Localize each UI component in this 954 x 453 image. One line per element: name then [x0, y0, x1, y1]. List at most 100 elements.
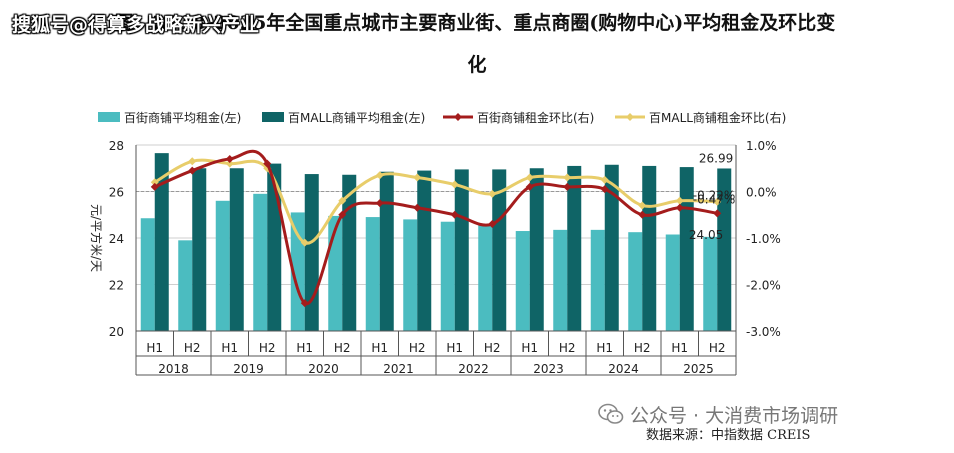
half-tick-label: H1 [221, 341, 238, 355]
half-tick-label: H2 [409, 341, 426, 355]
street-rent-bar [140, 218, 155, 331]
left-tick-label: 28 [109, 139, 124, 153]
street-qoq-point [375, 199, 384, 208]
mall-qoq-point [413, 173, 422, 182]
street-rent-bar [665, 234, 680, 331]
mall-qoq-point [300, 238, 309, 247]
year-tick-label: 2024 [608, 362, 639, 376]
half-tick-label: H2 [334, 341, 351, 355]
chart-annotations: 26.99 -0.22%-0.47% 24.05 [689, 151, 735, 241]
right-tick-label: -2.0% [746, 279, 781, 293]
legend-swatch [262, 112, 284, 122]
half-tick-label: H1 [296, 341, 313, 355]
mall-qoq-point [525, 173, 534, 182]
mall-qoq-point [638, 201, 647, 210]
sohu-watermark: 搜狐号@得算多战略新兴产业 [12, 14, 260, 36]
legend-label: 百街商铺平均租金(左) [124, 110, 241, 125]
street-rent-bar [290, 212, 305, 331]
half-tick-label: H2 [709, 341, 726, 355]
right-tick-label: -3.0% [746, 325, 781, 339]
street-rent-bar [178, 240, 193, 331]
left-tick-label: 26 [109, 186, 124, 200]
mall-rent-bar [679, 167, 694, 331]
street-qoq-point [675, 203, 684, 212]
street-rent-bar [703, 236, 718, 331]
legend-swatch [98, 112, 120, 122]
legend-label: 百MALL商铺平均租金(左) [288, 110, 425, 125]
half-tick-label: H2 [484, 341, 501, 355]
half-tick-label: H2 [634, 341, 651, 355]
mall-qoq-point [488, 189, 497, 198]
street-qoq-point [450, 210, 459, 219]
street-rent-end-label: 24.05 [689, 228, 723, 242]
half-tick-label: H1 [371, 341, 388, 355]
mall-qoq-point [188, 157, 197, 166]
mall-rent-bar [642, 165, 657, 331]
street-qoq-point [638, 210, 647, 219]
mall-qoq-point [150, 178, 159, 187]
street-rent-bar [515, 231, 530, 331]
right-tick-label: 0.0% [746, 186, 777, 200]
mall-qoq-line [153, 158, 718, 245]
half-tick-label: H2 [184, 341, 201, 355]
mall-rent-bar [417, 170, 432, 331]
mall-rent-bar [304, 174, 319, 331]
street-rent-bar [628, 232, 643, 331]
legend-label: 百街商铺租金环比(右) [477, 110, 594, 125]
mall-rent-bar [154, 153, 169, 331]
mall-rent-bar [529, 168, 544, 331]
chart-title-line-1: 图：2018-2025年全国重点城市主要商业街、重点商圈(购物中心)平均租金及环… [114, 12, 836, 34]
legend-label: 百MALL商铺租金环比(右) [649, 110, 786, 125]
street-qoq-point [563, 182, 572, 191]
year-tick-label: 2021 [383, 362, 414, 376]
year-tick-label: 2019 [233, 362, 264, 376]
year-tick-label: 2018 [158, 362, 189, 376]
mall-rent-bar [604, 164, 619, 331]
mall-qoq-point [375, 171, 384, 180]
left-tick-label: 20 [109, 325, 124, 339]
year-tick-label: 2025 [683, 362, 714, 376]
street-rent-bar [403, 219, 418, 331]
legend-line-marker [454, 113, 462, 121]
year-tick-label: 2022 [458, 362, 489, 376]
mall-rent-bar [379, 171, 394, 331]
street-qoq-point [413, 203, 422, 212]
street-qoq-point [338, 210, 347, 219]
chart-axes: 2022242628-3.0%-2.0%-1.0%0.0%1.0%元/平方米/天… [89, 139, 781, 376]
street-qoq-point [188, 166, 197, 175]
mall-rent-end-label: 26.99 [699, 151, 733, 165]
half-tick-label: H1 [596, 341, 613, 355]
mall-rent-bar [567, 165, 582, 331]
half-tick-label: H1 [521, 341, 538, 355]
street-qoq-point [263, 159, 272, 168]
street-rent-bar [590, 229, 605, 331]
right-tick-label: -1.0% [746, 232, 781, 246]
street-rent-bar [553, 229, 568, 331]
year-tick-label: 2020 [308, 362, 339, 376]
half-tick-label: H2 [259, 341, 276, 355]
mall-qoq-point [225, 159, 234, 168]
street-rent-bar [253, 193, 268, 331]
mall-rent-bar [342, 174, 357, 331]
mall-rent-bar [454, 169, 469, 331]
street-qoq-point [300, 299, 309, 308]
street-rent-bar [440, 221, 455, 331]
right-tick-label: 1.0% [746, 139, 777, 153]
wechat-icon [598, 403, 624, 424]
mall-rent-bar [717, 168, 732, 331]
data-source: 数据来源：中指数据 CREIS [646, 428, 811, 443]
year-tick-label: 2023 [533, 362, 564, 376]
mall-qoq-point [713, 197, 722, 206]
mall-rent-bar [192, 168, 207, 331]
half-tick-label: H1 [146, 341, 163, 355]
left-tick-label: 22 [109, 279, 124, 293]
half-tick-label: H1 [446, 341, 463, 355]
mall-qoq-point [675, 196, 684, 205]
wechat-watermark-text: 公众号 · 大消费市场调研 [630, 404, 839, 427]
chart-title-line-2: 化 [467, 54, 487, 76]
legend-line-marker [626, 113, 634, 121]
wechat-watermark: 公众号 · 大消费市场调研 [598, 400, 838, 428]
street-qoq-point [488, 220, 497, 229]
mall-rent-bar [492, 169, 507, 331]
